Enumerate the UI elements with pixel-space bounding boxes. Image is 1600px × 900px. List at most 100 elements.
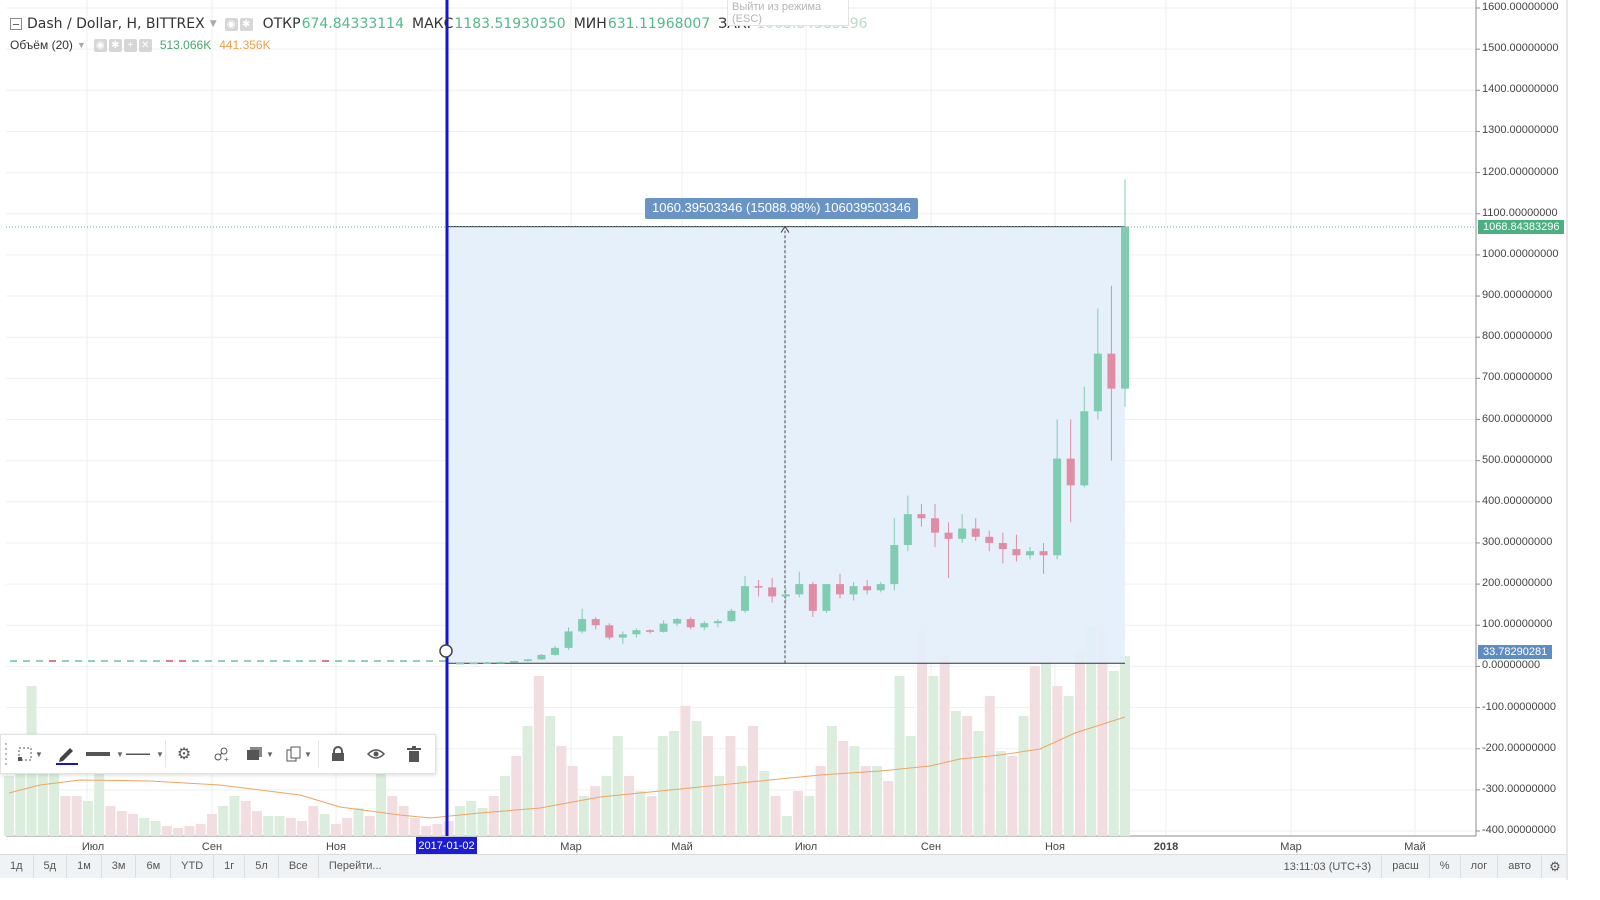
symbol-name[interactable]: Dash / Dollar, Н, BITTREX xyxy=(27,16,205,32)
selection-mode-icon[interactable]: ▼ xyxy=(11,735,49,773)
candle-body xyxy=(754,586,763,588)
close-icon[interactable]: ✕ xyxy=(138,38,152,52)
candle-body xyxy=(1012,549,1021,556)
eye-icon[interactable] xyxy=(357,735,395,773)
time-axis-label: Май xyxy=(1404,841,1426,853)
volume-bar xyxy=(894,676,905,836)
volume-bar xyxy=(195,824,206,836)
settings-icon[interactable]: ⚙ xyxy=(176,746,192,763)
volume-bar xyxy=(364,816,375,836)
extended-hours-toggle[interactable]: расш xyxy=(1381,855,1430,878)
layers-icon[interactable]: ▼ xyxy=(240,735,280,773)
volume-bar xyxy=(4,776,14,836)
volume-legend: Объём (20) ▼ ◉ ✱ + ✕ 513.066K 441.356K xyxy=(10,38,271,52)
range-5y-button[interactable]: 5л xyxy=(245,855,279,878)
trash-icon[interactable] xyxy=(395,735,433,773)
clone-icon[interactable]: + xyxy=(202,735,240,773)
price-axis-label: 1600.00000000 xyxy=(1482,1,1559,13)
high-value: 1183.51930350 xyxy=(454,16,566,32)
goto-date-button[interactable]: Перейти... xyxy=(328,860,382,872)
range-1m-button[interactable]: 1м xyxy=(67,855,102,878)
volume-bar xyxy=(308,806,319,836)
settings-icon[interactable]: ✱ xyxy=(108,38,122,52)
volume-bar xyxy=(432,824,443,836)
candle-body xyxy=(496,661,505,664)
volume-label[interactable]: Объём (20) xyxy=(10,38,73,52)
volume-bar xyxy=(150,821,161,836)
price-axis-label: 1300.00000000 xyxy=(1482,124,1559,137)
volume-bar xyxy=(105,806,116,836)
cursor-date-tag: 2017-01-02 xyxy=(416,837,477,855)
volume-bar xyxy=(139,818,150,836)
volume-ma-line xyxy=(8,716,1126,819)
volume-bar xyxy=(37,751,48,836)
volume-bar xyxy=(353,808,364,836)
percent-scale-toggle[interactable]: % xyxy=(1430,855,1461,878)
low-value: 631.11968007 xyxy=(607,16,711,32)
auto-scale-toggle[interactable]: авто xyxy=(1498,855,1542,878)
volume-value: 513.066K xyxy=(159,38,212,52)
settings-icon[interactable]: ⚙ xyxy=(1549,858,1561,874)
candle-body xyxy=(836,584,844,595)
scrollbar[interactable] xyxy=(1566,0,1568,880)
chevron-down-icon[interactable]: ▼ xyxy=(209,19,217,29)
volume-bar xyxy=(477,808,488,836)
range-1y-button[interactable]: 1г xyxy=(214,855,246,878)
pencil-icon[interactable] xyxy=(49,735,85,773)
candle-body xyxy=(958,528,967,539)
range-ytd-button[interactable]: YTD xyxy=(171,855,215,878)
volume-bar xyxy=(173,828,184,836)
line-style-icon[interactable]: ▼ xyxy=(125,735,165,773)
candle-body xyxy=(700,623,709,628)
collapse-legend-icon[interactable] xyxy=(10,18,22,30)
clock: 13:11:03 (UTC+3) xyxy=(1283,860,1372,873)
volume-bar xyxy=(206,814,217,836)
plus-icon[interactable]: + xyxy=(123,38,137,52)
volume-bar xyxy=(1063,696,1074,836)
range-all-button[interactable]: Все xyxy=(279,855,319,878)
volume-bar xyxy=(578,796,589,836)
candle-body xyxy=(551,647,559,655)
candle-body xyxy=(1107,353,1116,389)
volume-bar xyxy=(849,746,860,836)
candles xyxy=(10,179,1129,665)
volume-bar xyxy=(804,796,815,836)
range-5d-button[interactable]: 5д xyxy=(34,855,68,878)
measure-anchor-handle[interactable] xyxy=(439,644,453,658)
high-label: МАКС xyxy=(412,16,454,32)
candle-body xyxy=(741,586,749,611)
volume-bar xyxy=(443,821,454,836)
candle-body xyxy=(808,584,817,611)
volume-bar xyxy=(556,746,567,836)
line-width-icon[interactable]: ▼ xyxy=(85,735,125,773)
eye-icon[interactable]: ◉ xyxy=(93,38,107,52)
drag-handle[interactable] xyxy=(3,735,11,773)
range-1d-button[interactable]: 1д xyxy=(0,855,34,878)
volume-bar xyxy=(466,801,477,836)
chevron-down-icon[interactable]: ▼ xyxy=(76,40,86,50)
candle-body xyxy=(659,623,668,632)
volume-bar xyxy=(454,806,465,836)
settings-icon[interactable]: ✱ xyxy=(239,17,253,31)
candle-body xyxy=(713,621,722,624)
volume-ma-value: 441.356K xyxy=(219,38,271,52)
volume-bar xyxy=(759,771,770,836)
copy-icon[interactable]: ▼ xyxy=(280,735,318,773)
volume-bar xyxy=(624,776,634,836)
exit-mode-tooltip[interactable]: Выйти из режима (ESC) xyxy=(727,0,849,26)
volume-bar xyxy=(815,766,826,836)
candle-body xyxy=(537,654,546,660)
drawing-toolbar[interactable]: ▼ ▼ ▼ ⚙ + ▼ ▼ xyxy=(0,734,436,774)
volume-bar xyxy=(781,816,792,836)
range-3m-button[interactable]: 3м xyxy=(102,855,137,878)
eye-icon[interactable]: ◉ xyxy=(224,17,238,31)
range-6m-button[interactable]: 6м xyxy=(136,855,172,878)
time-axis-label: Сен xyxy=(920,841,942,853)
volume-bar xyxy=(319,814,330,836)
volume-bar xyxy=(274,816,285,836)
candle-body xyxy=(1066,458,1075,486)
volume-bar xyxy=(49,764,60,836)
price-axis-label: 0.00000000 xyxy=(1482,659,1541,672)
lock-icon[interactable] xyxy=(319,735,357,773)
log-scale-toggle[interactable]: лог xyxy=(1461,855,1499,878)
